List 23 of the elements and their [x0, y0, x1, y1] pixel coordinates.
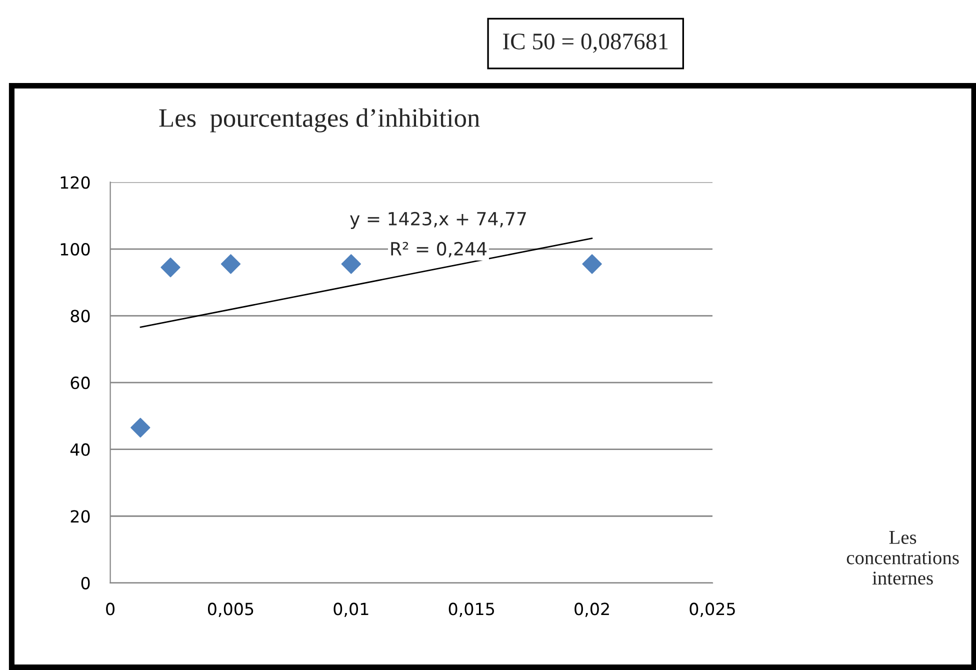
y-tick-label: 40 [70, 443, 90, 456]
x-tick-label: 0,005 [208, 602, 254, 617]
point [582, 254, 602, 274]
chart-title: Les pourcentages d’inhibition [159, 108, 480, 132]
text: IC 50 = 0,087681 [503, 34, 668, 53]
annotation: R² = 0,244 [391, 242, 487, 258]
annotation: y = 1423,x + 74,77 [350, 212, 526, 230]
y-tick-label: 80 [70, 310, 90, 322]
point [220, 254, 241, 274]
text: Les concentrations internes [846, 531, 959, 585]
x-tick-label: 0,025 [690, 602, 735, 617]
point [341, 254, 362, 274]
point [160, 258, 180, 278]
y-tick-label: 120 [60, 176, 90, 189]
y-tick-label: 60 [70, 376, 90, 390]
y-tick-label: 0 [81, 576, 90, 590]
x-tick-label: 0,01 [334, 602, 368, 617]
point [130, 418, 150, 438]
y-tick-label: 20 [70, 510, 90, 523]
x-tick-label: 0 [106, 602, 114, 616]
y-tick-label: 100 [60, 242, 90, 256]
x-tick-label: 0,02 [574, 602, 609, 617]
x-tick-label: 0,015 [448, 602, 494, 617]
